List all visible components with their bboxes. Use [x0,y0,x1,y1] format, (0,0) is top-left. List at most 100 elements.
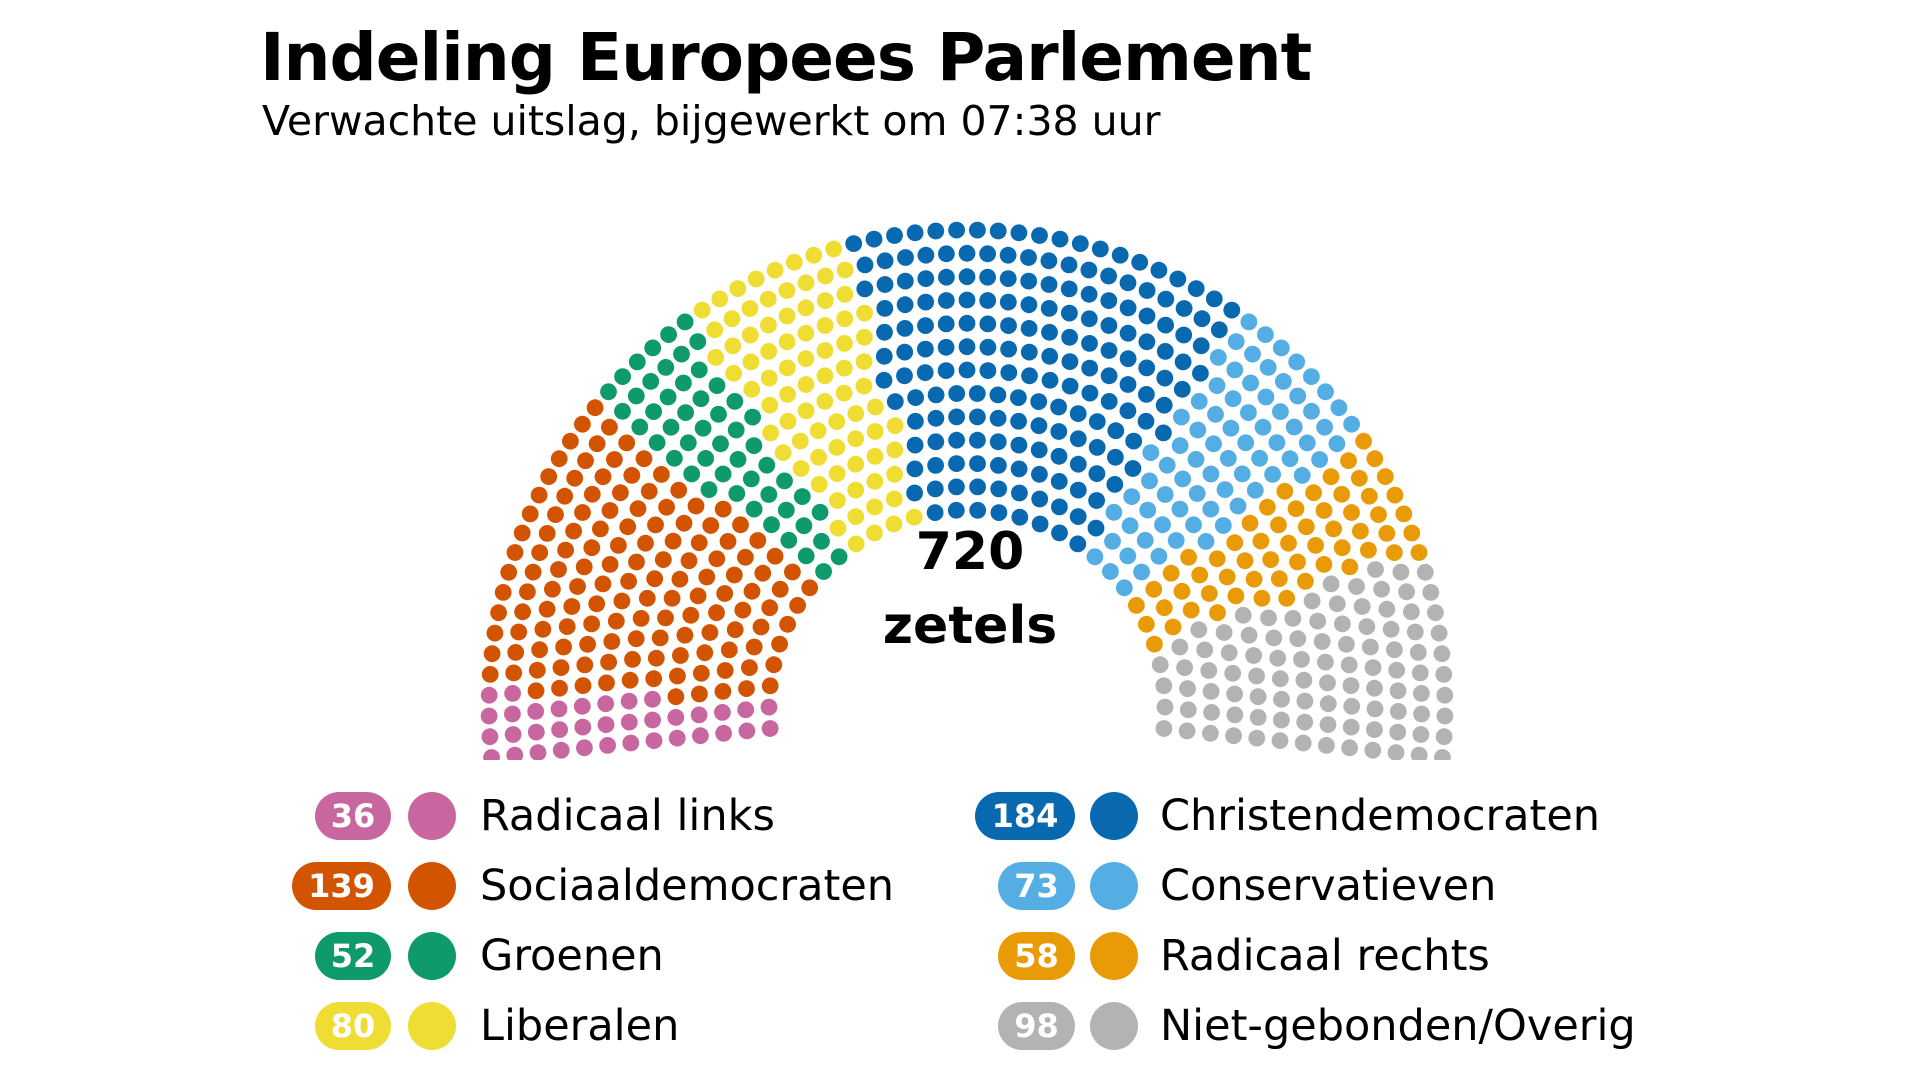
seat-radicaal-links [483,749,500,760]
seat-liberalen [762,424,779,442]
seat-liberalen [856,328,873,346]
seat-radicaal-rechts [1289,553,1306,571]
seat-radicaal-links [576,739,593,757]
seat-niet-gebonden-overig [1220,644,1238,662]
seat-radicaal-links [737,701,755,719]
seat-christendemocraten [876,300,894,317]
seat-sociaaldemocraten [506,544,524,561]
seat-niet-gebonden-overig [1433,645,1451,663]
seat-sociaaldemocraten [635,450,653,468]
seat-liberalen [847,508,865,525]
seat-niet-gebonden-overig [1413,705,1430,723]
seat-conservatieven [1244,345,1261,363]
seat-christendemocraten [1119,274,1137,292]
seat-radicaal-rechts [1270,570,1288,588]
seat-christendemocraten [876,276,894,293]
seat-liberalen [759,290,777,308]
seat-groenen [659,388,677,406]
seat-niet-gebonden-overig [1411,664,1429,682]
seat-groenen [697,450,715,467]
seat-sociaaldemocraten [761,599,779,617]
seat-liberalen [707,349,725,366]
seat-radicaal-links [597,716,615,733]
seat-radicaal-rechts [1360,487,1378,505]
seat-christendemocraten [948,385,966,402]
seat-conservatieven [1119,547,1137,565]
seat-christendemocraten [916,364,934,381]
seat-radicaal-rechts [1138,615,1155,633]
seat-niet-gebonden-overig [1364,659,1382,676]
seat-groenen [742,470,760,488]
seat-christendemocraten [1020,272,1038,290]
seat-niet-gebonden-overig [1388,661,1406,679]
seat-liberalen [828,465,846,482]
seat-christendemocraten [1138,359,1156,377]
seat-radicaal-links [597,695,615,713]
seat-sociaaldemocraten [528,661,546,679]
seat-conservatieven [1242,374,1259,392]
seat-sociaaldemocraten [682,606,700,624]
seat-christendemocraten [906,436,924,454]
seat-niet-gebonden-overig [1178,722,1196,740]
seat-liberalen [761,396,779,414]
seat-liberalen [847,455,865,473]
seat-niet-gebonden-overig [1226,706,1244,724]
seat-sociaaldemocraten [646,570,664,588]
seat-niet-gebonden-overig [1338,635,1355,653]
seat-sociaaldemocraten [490,604,507,622]
seat-conservatieven [1229,497,1247,515]
seat-conservatieven [1240,404,1257,421]
seat-sociaaldemocraten [743,582,761,600]
seat-conservatieven [1285,418,1303,436]
seat-christendemocraten [1193,310,1211,328]
legend-item-groenen: 52 Groenen [290,924,950,994]
seat-liberalen [816,367,834,385]
seat-sociaaldemocraten [565,522,582,540]
seat-niet-gebonden-overig [1202,724,1219,742]
seat-christendemocraten [1080,285,1098,303]
seat-niet-gebonden-overig [1413,685,1430,702]
seat-radicaal-rechts [1164,618,1182,636]
seat-groenen [727,421,745,439]
seat-sociaaldemocraten [583,485,601,503]
seat-christendemocraten [969,221,986,239]
seat-niet-gebonden-overig [1295,671,1313,689]
seat-sociaaldemocraten [719,533,737,550]
seat-conservatieven [1158,456,1176,474]
seat-christendemocraten [958,314,976,332]
seat-christendemocraten [1069,535,1087,553]
seat-sociaaldemocraten [654,551,672,568]
seat-sociaaldemocraten [638,589,656,607]
seat-radicaal-rechts [1366,450,1384,468]
seat-conservatieven [1317,383,1334,401]
legend-count-pill: 58 [998,932,1075,980]
seat-christendemocraten [1119,324,1137,342]
seat-niet-gebonden-overig [1342,677,1360,694]
seat-radicaal-links [692,727,709,745]
seat-christendemocraten [917,246,935,264]
seat-niet-gebonden-overig [1398,583,1415,601]
seat-conservatieven [1259,359,1277,376]
seat-groenen [679,434,697,452]
seat-christendemocraten [1010,436,1028,454]
seat-radicaal-rechts [1340,452,1357,470]
seat-radicaal-rechts [1128,597,1145,614]
seat-christendemocraten [1051,524,1068,542]
seat-christendemocraten [969,408,986,426]
seat-radicaal-links [620,692,638,710]
seat-christendemocraten [1138,307,1156,325]
seat-sociaaldemocraten [551,679,568,697]
seat-sociaaldemocraten [601,502,619,519]
seat-sociaaldemocraten [574,415,591,433]
seat-conservatieven [1190,393,1208,410]
seat-christendemocraten [926,504,944,521]
seat-sociaaldemocraten [530,486,548,504]
seat-liberalen [729,280,747,297]
total-seats-label: zetels [882,596,1058,656]
seat-christendemocraten [1051,230,1069,248]
seat-christendemocraten [1187,280,1205,297]
seat-christendemocraten [1138,386,1155,403]
seat-groenen [666,449,683,467]
seat-niet-gebonden-overig [1309,612,1327,630]
seat-radicaal-rechts [1333,539,1351,557]
